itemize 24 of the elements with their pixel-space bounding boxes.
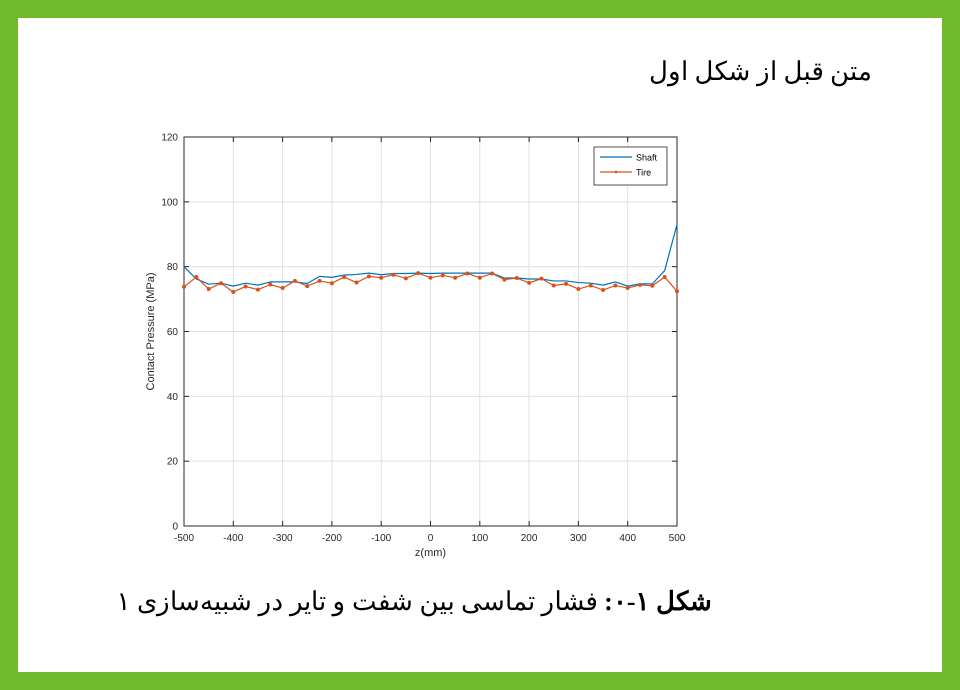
x-axis-title: z(mm) xyxy=(414,547,446,559)
legend-label: Shaft xyxy=(636,152,658,162)
x-tick-label: 500 xyxy=(668,533,686,544)
x-tick-label: -400 xyxy=(223,533,244,544)
x-tick-label: 400 xyxy=(619,533,636,544)
x-tick-label: -300 xyxy=(272,533,294,544)
legend-label: Tire xyxy=(636,168,652,178)
x-tick-label: 0 xyxy=(428,533,434,544)
x-tick-label: -500 xyxy=(174,533,194,544)
x-tick-label: -200 xyxy=(322,533,342,544)
y-axis-title: Contact Pressure (MPa) xyxy=(145,272,157,390)
y-tick-label: 100 xyxy=(161,197,178,208)
y-tick-label: 20 xyxy=(166,456,178,468)
y-tick-label: 80 xyxy=(166,262,178,274)
text: متن قبل از شکل اول xyxy=(649,57,872,87)
x-tick-label: 100 xyxy=(471,533,489,544)
x-tick-label: -100 xyxy=(371,533,392,544)
x-tick-label: 200 xyxy=(520,533,538,544)
y-tick-label: 0 xyxy=(172,522,178,532)
y-tick-label: 60 xyxy=(166,327,178,338)
y-tick-label: 40 xyxy=(166,392,178,403)
text: شکل ۱-۰: فشار تماسی بین شفت و تایر در شبیه‌سازی ۱ xyxy=(116,587,712,617)
x-tick-label: 300 xyxy=(570,533,588,544)
y-tick-label: 120 xyxy=(161,132,178,144)
